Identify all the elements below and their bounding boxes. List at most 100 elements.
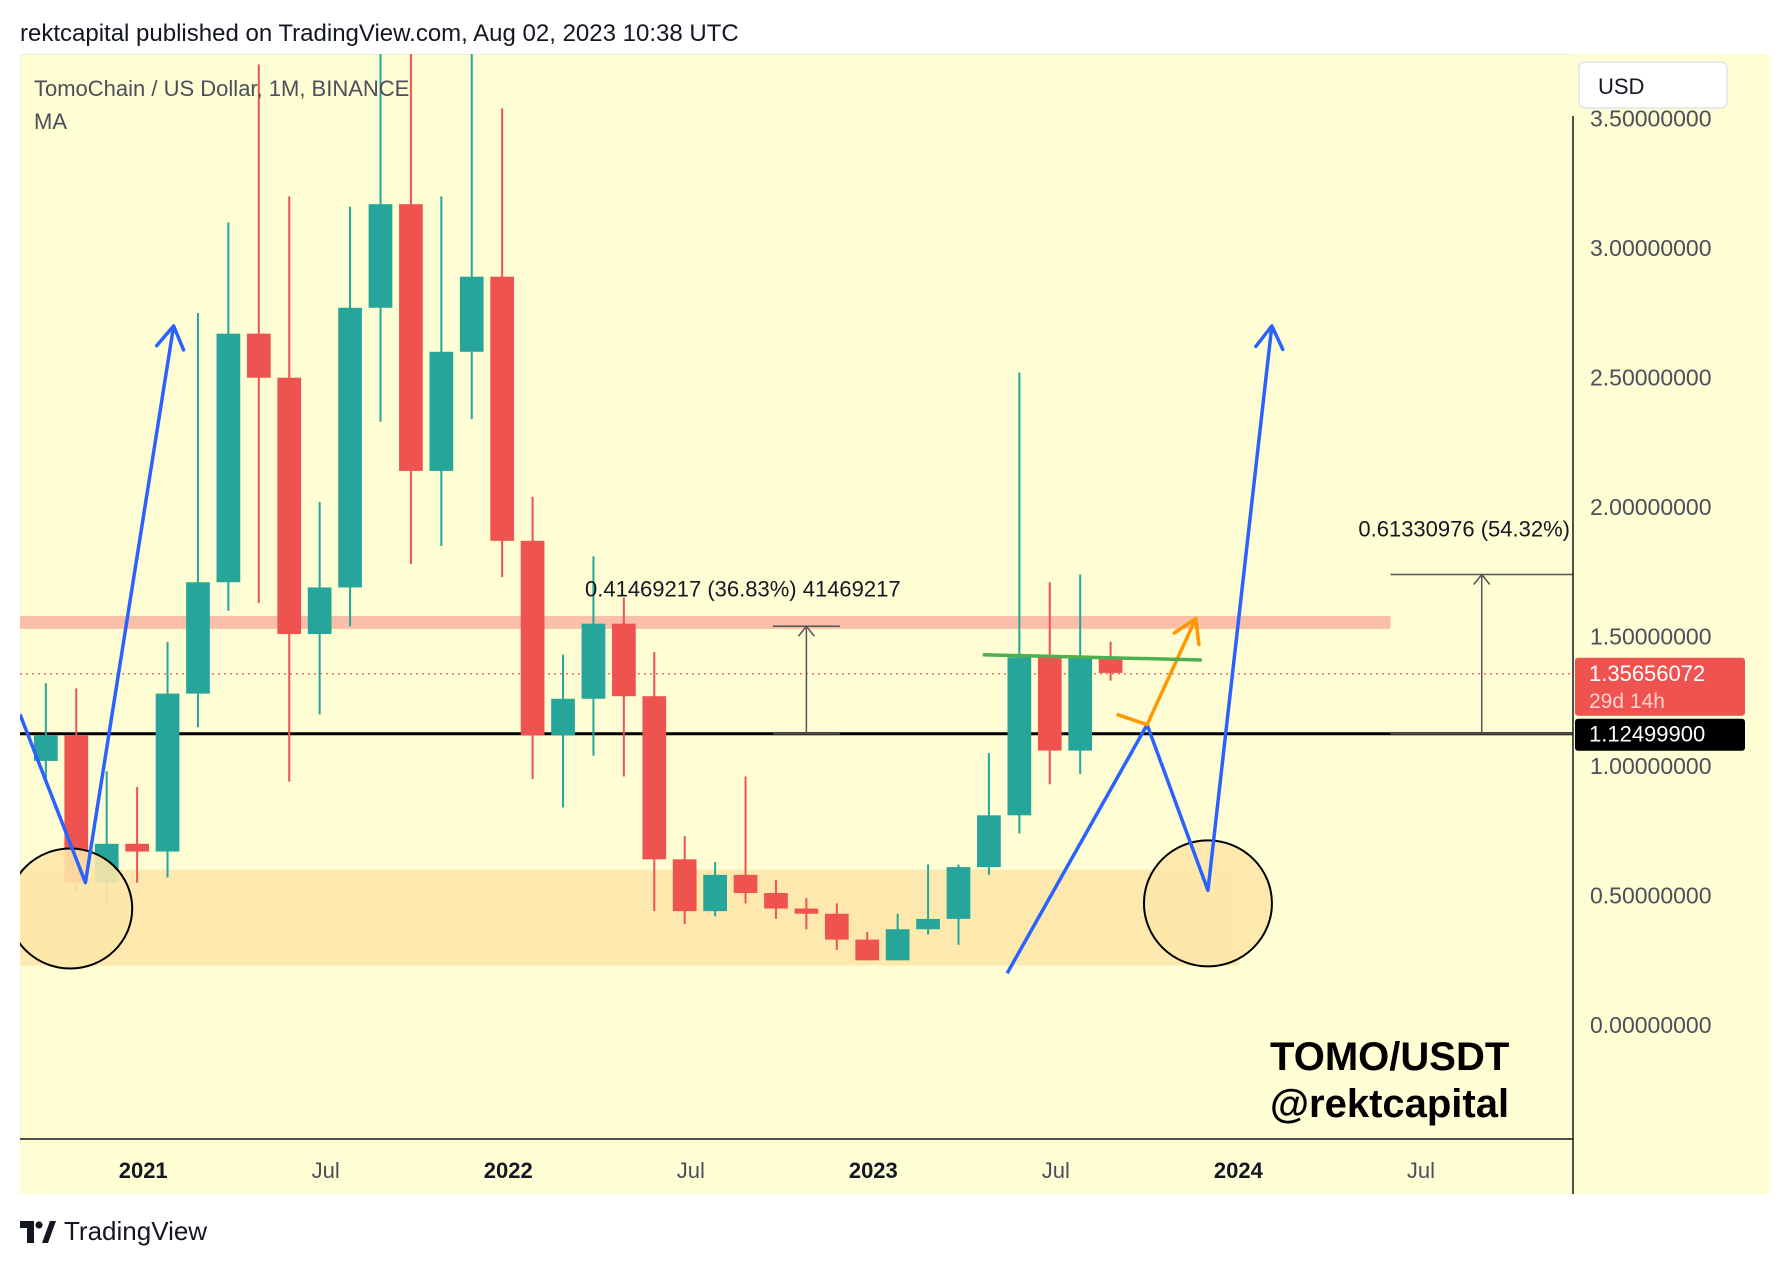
watermark-author: @rektcapital <box>1270 1082 1509 1126</box>
candle[interactable] <box>916 864 940 935</box>
chart-panel[interactable]: 0.41469217 (36.83%) 41469217 0.61330976 (… <box>20 54 1770 1194</box>
candle[interactable] <box>551 654 575 808</box>
legend-symbol[interactable]: TomoChain / US Dollar, 1M, BINANCE <box>34 76 409 101</box>
candle[interactable] <box>855 931 880 961</box>
candle-body <box>155 693 180 852</box>
candle[interactable] <box>611 597 636 777</box>
candle-body <box>551 698 575 736</box>
candle-body <box>794 908 819 914</box>
candle[interactable] <box>429 196 454 547</box>
right-circle[interactable] <box>1142 839 1273 968</box>
candle[interactable] <box>33 683 58 782</box>
currency-button[interactable]: USD <box>1578 61 1728 109</box>
support-zone <box>20 869 1239 966</box>
candle[interactable] <box>672 836 697 925</box>
candle-body <box>186 582 210 694</box>
candle[interactable] <box>703 861 727 917</box>
candle-body <box>642 696 667 860</box>
candle-body <box>672 859 697 912</box>
x-tick-label: Jul <box>677 1158 705 1183</box>
candle[interactable] <box>977 753 1001 875</box>
x-tick-label: Jul <box>1042 1158 1070 1183</box>
candle-body <box>703 874 727 912</box>
y-tick-label: 0.00000000 <box>1590 1012 1712 1038</box>
tradingview-logo[interactable]: TradingView <box>20 1216 207 1247</box>
candle[interactable] <box>246 64 271 603</box>
measure-2[interactable] <box>1390 573 1573 735</box>
candle-body <box>399 204 423 471</box>
measure-1-label: 0.41469217 (36.83%) 41469217 <box>585 576 901 601</box>
candle[interactable] <box>885 913 910 961</box>
x-tick-label: 2023 <box>849 1158 898 1183</box>
green-range-high[interactable] <box>982 653 1202 662</box>
candle-body <box>855 939 880 961</box>
candle[interactable] <box>1037 582 1062 785</box>
candle-body <box>429 351 454 471</box>
candle[interactable] <box>764 880 788 919</box>
left-circle[interactable] <box>20 847 134 970</box>
candle-body <box>33 735 58 761</box>
y-tick-label: 3.00000000 <box>1590 235 1712 261</box>
candle-body <box>977 815 1001 868</box>
price-axis-background <box>1573 54 1770 1194</box>
price-chart[interactable]: 0.41469217 (36.83%) 41469217 0.61330976 (… <box>20 54 1770 1194</box>
blue-projection-1[interactable] <box>20 325 176 885</box>
candle-body <box>764 892 788 909</box>
candle[interactable] <box>490 108 515 578</box>
candle[interactable] <box>642 652 667 912</box>
candle[interactable] <box>520 496 545 780</box>
candle-body <box>1007 657 1032 816</box>
blue-projection-2[interactable] <box>1005 325 1274 975</box>
candle[interactable] <box>946 864 971 945</box>
candle[interactable] <box>368 54 393 422</box>
candle[interactable] <box>277 196 302 782</box>
candle-body <box>520 540 545 736</box>
x-tick-label: 2022 <box>484 1158 533 1183</box>
candle[interactable] <box>125 786 149 883</box>
support-price-label: 1.12499900 <box>1589 722 1705 747</box>
candle-body <box>1037 657 1062 751</box>
candle[interactable] <box>794 898 819 930</box>
candle[interactable] <box>399 54 423 565</box>
candle[interactable] <box>307 501 332 715</box>
tradingview-logo-icon <box>20 1220 56 1243</box>
orange-projection[interactable] <box>1116 617 1198 727</box>
current-price-badge <box>1575 657 1745 716</box>
candle[interactable] <box>186 312 210 728</box>
candle[interactable] <box>581 556 606 756</box>
publish-caption: rektcapital published on TradingView.com… <box>20 20 739 47</box>
candle[interactable] <box>1098 641 1123 681</box>
candle-body <box>368 204 393 308</box>
candle-body <box>946 867 971 919</box>
candle-body <box>611 623 636 697</box>
y-tick-label: 0.50000000 <box>1590 883 1712 909</box>
x-tick-label: 2024 <box>1214 1158 1264 1183</box>
candle[interactable] <box>1007 372 1032 834</box>
measure-2-arrowhead <box>1473 573 1491 585</box>
candle[interactable] <box>733 776 758 904</box>
blue-arrowhead-1 <box>154 324 186 352</box>
candle[interactable] <box>1068 574 1093 774</box>
candle[interactable] <box>338 206 362 627</box>
orange-arrowhead <box>1172 616 1201 647</box>
candle[interactable] <box>155 641 180 878</box>
candle-body <box>1098 657 1123 673</box>
y-tick-label: 1.50000000 <box>1590 624 1712 650</box>
x-tick-label: Jul <box>312 1158 340 1183</box>
currency-label: USD <box>1598 74 1644 99</box>
tradingview-brand: TradingView <box>64 1216 208 1246</box>
current-price-label: 1.35656072 <box>1589 661 1705 686</box>
candle[interactable] <box>216 222 241 611</box>
candle[interactable] <box>459 54 484 420</box>
measure-1-arrowhead <box>797 625 815 637</box>
candle-body <box>824 913 849 940</box>
legend-indicator-ma[interactable]: MA <box>34 109 67 134</box>
measure-1[interactable] <box>772 625 840 735</box>
measure-2-label: 0.61330976 (54.32%) <box>1358 516 1570 541</box>
watermark-pair: TOMO/USDT <box>1270 1035 1509 1079</box>
candle-countdown-label: 29d 14h <box>1589 690 1665 713</box>
candle-body <box>733 874 758 893</box>
candle-body <box>307 587 332 635</box>
candle[interactable] <box>824 903 849 950</box>
blue-arrowhead-2 <box>1254 324 1285 352</box>
